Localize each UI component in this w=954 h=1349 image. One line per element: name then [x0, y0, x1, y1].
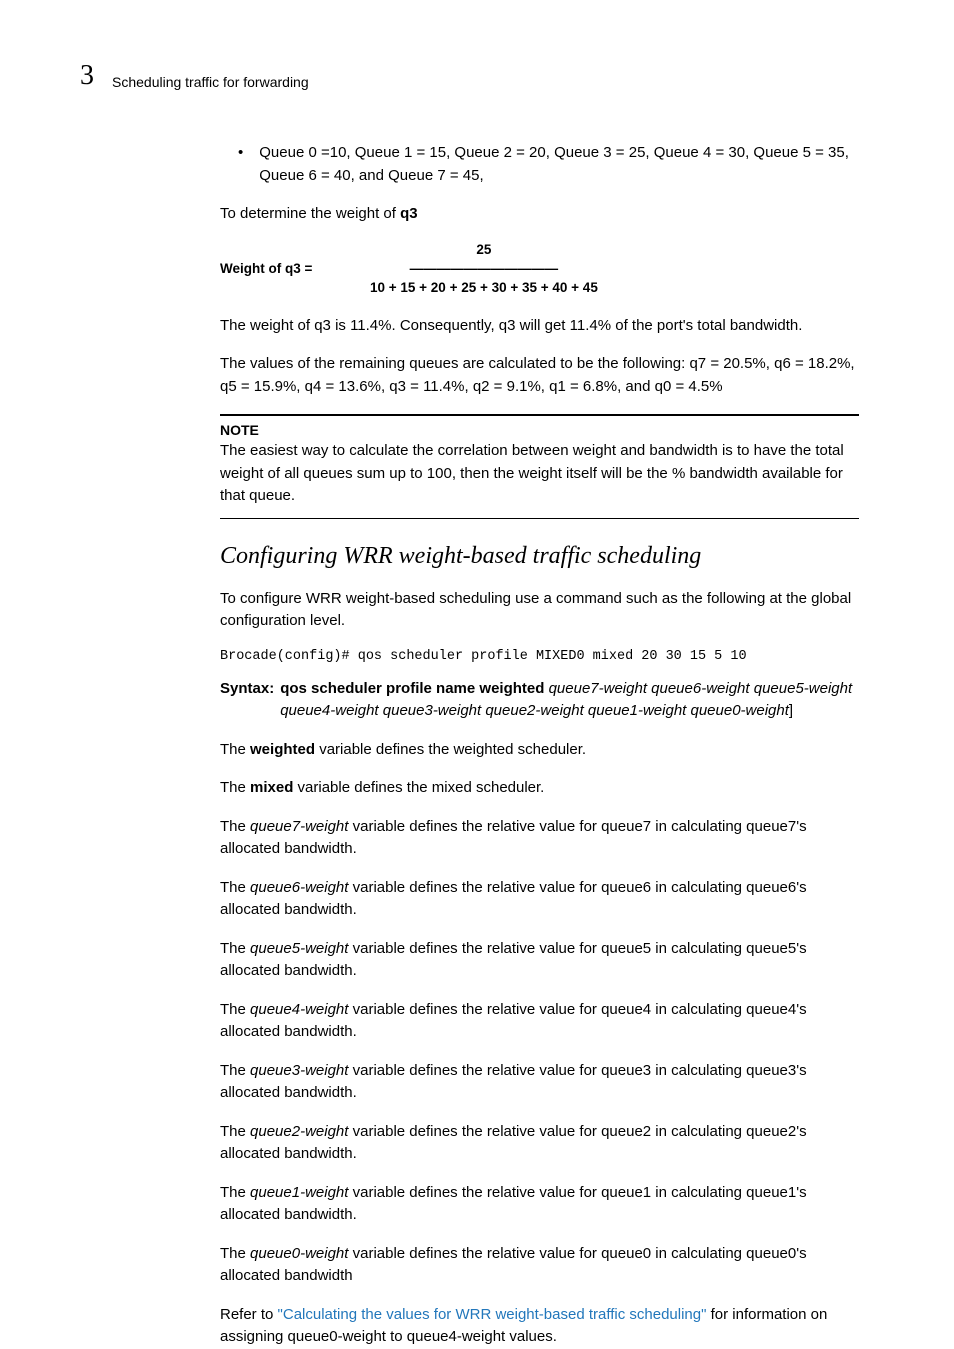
syntax-line: Syntax: qos scheduler profile name weigh…	[220, 678, 859, 723]
text: The	[220, 741, 250, 758]
bullet-icon: •	[220, 142, 243, 187]
cross-reference-link[interactable]: "Calculating the values for WRR weight-b…	[278, 1306, 707, 1323]
formula-numerator: 25	[476, 242, 491, 257]
text: queue3-weight	[250, 1062, 348, 1079]
text: The	[220, 940, 250, 957]
weighted-def: The weighted variable defines the weight…	[220, 739, 859, 762]
text: queue2-weight	[250, 1123, 348, 1140]
text: weighted	[250, 741, 315, 758]
text: The	[220, 1001, 250, 1018]
text: The	[220, 1184, 250, 1201]
syntax-body: qos scheduler profile name weighted queu…	[280, 678, 859, 723]
text: The	[220, 1062, 250, 1079]
bullet-queue-values: • Queue 0 =10, Queue 1 = 15, Queue 2 = 2…	[220, 142, 859, 187]
text: variable defines the mixed scheduler.	[293, 779, 544, 796]
text: The	[220, 1123, 250, 1140]
text: The	[220, 818, 250, 835]
section-heading-configuring-wrr: Configuring WRR weight-based traffic sch…	[220, 543, 859, 570]
text: queue0-weight	[250, 1245, 348, 1262]
code-example: Brocade(config)# qos scheduler profile M…	[220, 649, 859, 664]
page-header: 3 Scheduling traffic for forwarding	[80, 60, 874, 92]
chapter-number: 3	[80, 60, 94, 92]
q7-def: The queue7-weight variable defines the r…	[220, 816, 859, 861]
formula-denominator: 10 + 15 + 20 + 25 + 30 + 35 + 40 + 45	[370, 280, 598, 295]
note-block: NOTE The easiest way to calculate the co…	[220, 414, 859, 519]
q6-def: The queue6-weight variable defines the r…	[220, 877, 859, 922]
text: To determine the weight of	[220, 205, 400, 222]
q3-def: The queue3-weight variable defines the r…	[220, 1060, 859, 1105]
config-intro: To configure WRR weight-based scheduling…	[220, 588, 859, 633]
note-title: NOTE	[220, 422, 859, 438]
text: The	[220, 879, 250, 896]
q0-def: The queue0-weight variable defines the r…	[220, 1243, 859, 1288]
formula-label: Weight of q3 =	[220, 261, 370, 276]
text: queue5-weight	[250, 940, 348, 957]
text: queue7-weight	[250, 818, 348, 835]
text: Refer to	[220, 1306, 278, 1323]
q4-def: The queue4-weight variable defines the r…	[220, 999, 859, 1044]
text: The	[220, 779, 250, 796]
q2-def: The queue2-weight variable defines the r…	[220, 1121, 859, 1166]
page-content: • Queue 0 =10, Queue 1 = 15, Queue 2 = 2…	[220, 142, 859, 1349]
mixed-def: The mixed variable defines the mixed sch…	[220, 777, 859, 800]
text: The	[220, 1245, 250, 1262]
text: queue6-weight	[250, 879, 348, 896]
text: queue1-weight	[250, 1184, 348, 1201]
text: queue4-weight	[250, 1001, 348, 1018]
determine-weight-intro: To determine the weight of q3	[220, 203, 859, 226]
header-title: Scheduling traffic for forwarding	[112, 74, 309, 92]
refer-to: Refer to "Calculating the values for WRR…	[220, 1304, 859, 1349]
text: mixed	[250, 779, 293, 796]
formula-line: ———————————	[410, 261, 559, 276]
q5-def: The queue5-weight variable defines the r…	[220, 938, 859, 983]
weight-result: The weight of q3 is 11.4%. Consequently,…	[220, 315, 859, 338]
q3-label: q3	[400, 205, 418, 222]
syntax-tail: ]	[789, 702, 793, 719]
syntax-command: qos scheduler profile name weighted	[280, 680, 548, 697]
bullet-text: Queue 0 =10, Queue 1 = 15, Queue 2 = 20,…	[259, 142, 859, 187]
weight-formula: Weight of q3 = 25 ——————————— 10 + 15 + …	[220, 242, 859, 295]
remaining-values: The values of the remaining queues are c…	[220, 353, 859, 398]
syntax-label: Syntax:	[220, 678, 274, 723]
text: variable defines the weighted scheduler.	[315, 741, 586, 758]
note-body: The easiest way to calculate the correla…	[220, 440, 859, 508]
q1-def: The queue1-weight variable defines the r…	[220, 1182, 859, 1227]
formula-fraction: 25 ——————————— 10 + 15 + 20 + 25 + 30 + …	[370, 242, 598, 295]
